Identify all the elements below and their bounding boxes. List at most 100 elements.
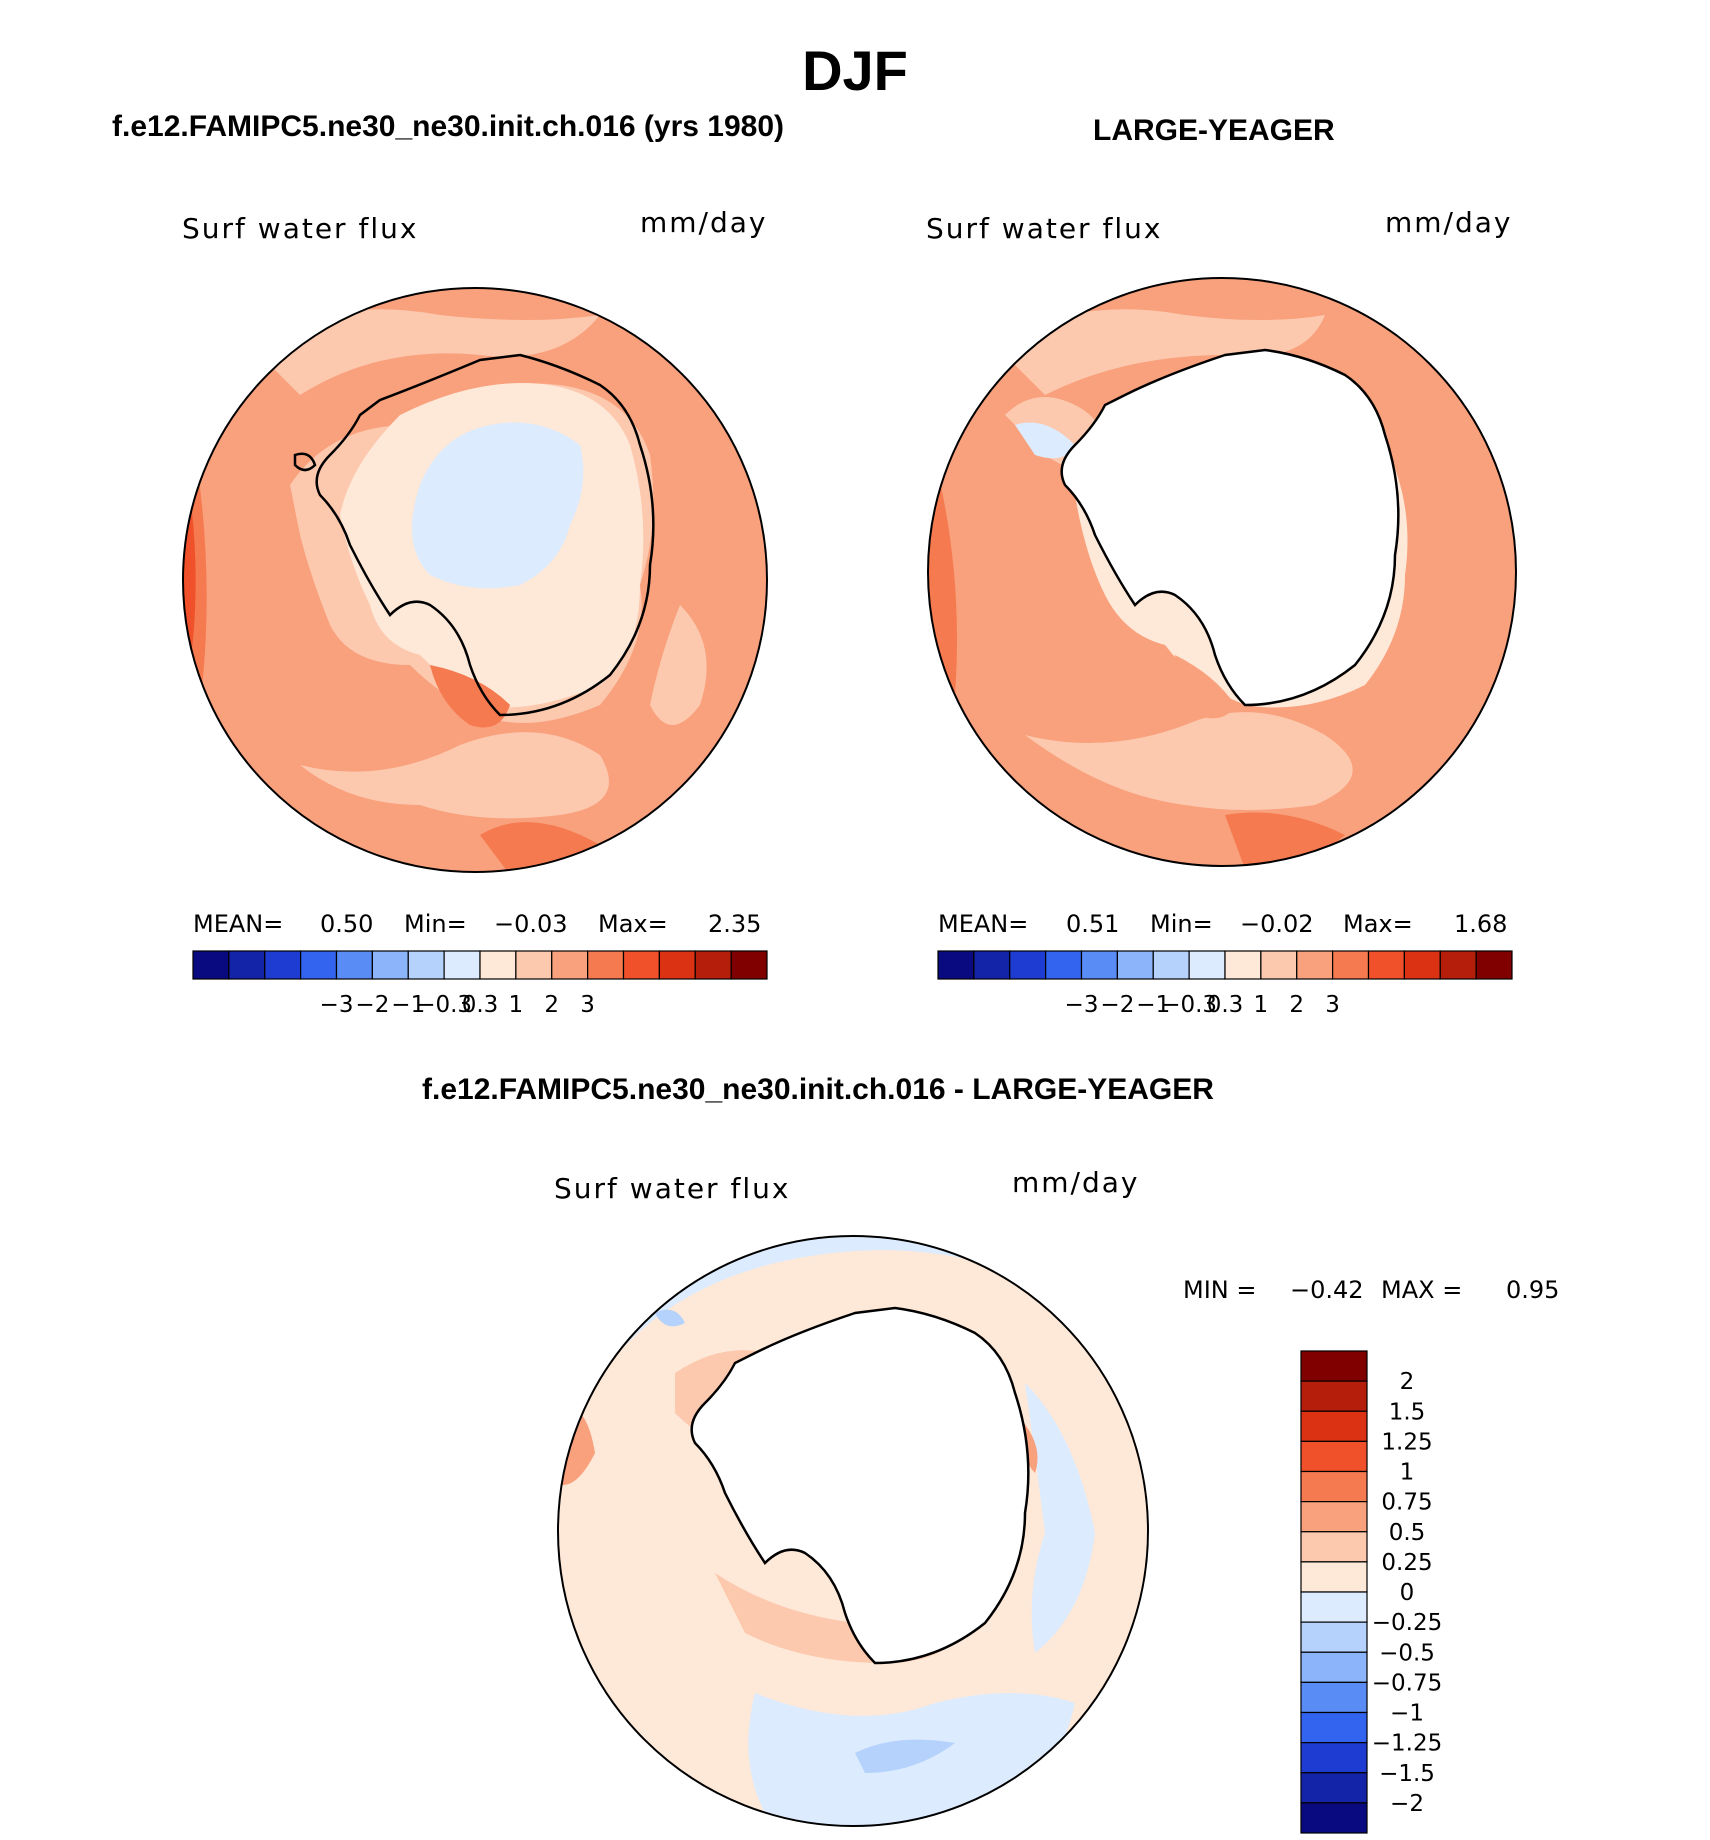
colorbar-tick-label: 0.75 xyxy=(1381,1490,1432,1516)
panel1-variable-label: Surf water flux xyxy=(182,212,419,245)
panel1-max-label: Max= xyxy=(598,910,668,938)
colorbar-tick-label: −2 xyxy=(355,992,389,1018)
colorbar-swatch xyxy=(1475,950,1513,980)
colorbar-swatch xyxy=(1224,950,1262,980)
panel2-colorbar: −3 −2 −1−0.30.3 1 2 3 xyxy=(937,950,1513,1018)
panel3-map-border xyxy=(557,1235,1149,1827)
panel2-map-border xyxy=(927,277,1517,867)
panel3-east-negative-zone xyxy=(1025,1383,1095,1653)
colorbar-swatch xyxy=(622,950,660,980)
panel2-antarctica-coastline xyxy=(1060,348,1400,707)
colorbar-swatch xyxy=(1332,950,1370,980)
colorbar-swatch xyxy=(658,950,696,980)
colorbar-tick-label: 1.25 xyxy=(1381,1429,1432,1455)
panel2-max-label: Max= xyxy=(1343,910,1413,938)
panel1-min-label: Min= xyxy=(404,910,467,938)
panel2-mean-label: MEAN= xyxy=(938,910,1029,938)
colorbar-swatch xyxy=(1300,1711,1368,1744)
panel3-max-label: MAX = xyxy=(1381,1276,1463,1304)
panel1-title: f.e12.FAMIPC5.ne30_ne30.init.ch.016 (yrs… xyxy=(112,110,784,143)
colorbar-swatch xyxy=(1300,1470,1368,1503)
colorbar-swatch xyxy=(443,950,481,980)
colorbar-tick-label: 1 xyxy=(1400,1460,1415,1486)
colorbar-swatch xyxy=(1367,950,1405,980)
colorbar-swatch xyxy=(1188,950,1226,980)
panel2-title: LARGE-YEAGER xyxy=(1093,114,1335,147)
colorbar-tick-label: −1.25 xyxy=(1372,1731,1442,1757)
colorbar-swatch xyxy=(1045,950,1083,980)
colorbar-tick-label: 1 xyxy=(509,992,524,1018)
colorbar-tick-label: 0.5 xyxy=(1389,1520,1426,1546)
colorbar-tick-label: −2 xyxy=(1100,992,1134,1018)
colorbar-swatch xyxy=(1300,1440,1368,1473)
panel1-mean-value: 0.50 xyxy=(320,910,374,938)
colorbar-swatch xyxy=(973,950,1011,980)
colorbar-swatch xyxy=(264,950,302,980)
colorbar-swatch xyxy=(1300,1380,1368,1412)
colorbar-swatch xyxy=(730,950,768,980)
colorbar-swatch xyxy=(1152,950,1190,980)
panel1-mean-label: MEAN= xyxy=(193,910,284,938)
colorbar-swatch xyxy=(1300,1772,1368,1804)
panel2-units-label: mm/day xyxy=(1385,206,1513,239)
colorbar-swatch xyxy=(479,950,517,980)
colorbar-swatch xyxy=(1300,1591,1368,1623)
colorbar-swatch xyxy=(1116,950,1154,980)
colorbar-swatch xyxy=(694,950,732,980)
colorbar-tick-label: 0 xyxy=(1400,1580,1415,1606)
colorbar-tick-label: −1 xyxy=(1390,1701,1424,1727)
panel1-max-value: 2.35 xyxy=(708,910,762,938)
panel3-polar-map xyxy=(557,1235,1149,1827)
colorbar-swatch xyxy=(1300,1531,1368,1563)
panel1-min-value: −0.03 xyxy=(494,910,568,938)
colorbar-swatch xyxy=(1300,1410,1368,1442)
panel3-north-negative-zone xyxy=(558,1236,1148,1433)
colorbar-tick-label: 3 xyxy=(580,992,595,1018)
colorbar-tick-label: −3 xyxy=(320,992,354,1018)
colorbar-swatch xyxy=(228,950,266,980)
panel1-polar-map xyxy=(182,287,768,873)
colorbar-tick-label: 3 xyxy=(1325,992,1340,1018)
colorbar-tick-label: −2 xyxy=(1390,1791,1424,1817)
colorbar-swatch xyxy=(1260,950,1298,980)
colorbar-tick-label: 1 xyxy=(1254,992,1269,1018)
figure-title: DJF xyxy=(802,39,908,102)
panel1-antarctica-negative-zone xyxy=(412,422,584,589)
colorbar-swatch xyxy=(587,950,625,980)
colorbar-swatch xyxy=(1296,950,1334,980)
panel2-polar-map xyxy=(927,277,1517,867)
colorbar-swatch xyxy=(937,950,975,980)
colorbar-tick-label: −3 xyxy=(1065,992,1099,1018)
panel1-antarctica-coastline xyxy=(315,353,655,717)
panel3-antarctica-coastline xyxy=(690,1306,1030,1665)
colorbar-swatch xyxy=(515,950,553,980)
panel1-map-border xyxy=(182,287,768,873)
panel2-min-value: −0.02 xyxy=(1240,910,1314,938)
colorbar-swatch xyxy=(551,950,589,980)
colorbar-tick-label: −1.5 xyxy=(1379,1761,1435,1787)
colorbar-swatch xyxy=(1300,1742,1368,1774)
colorbar-tick-label: −0.75 xyxy=(1372,1670,1442,1696)
colorbar-swatch xyxy=(1300,1802,1368,1834)
colorbar-swatch xyxy=(1300,1561,1368,1593)
colorbar-swatch xyxy=(300,950,338,980)
colorbar-swatch xyxy=(1300,1651,1368,1683)
colorbar-swatch xyxy=(1009,950,1047,980)
panel3-min-label: MIN = xyxy=(1183,1276,1257,1304)
panel3-min-value: −0.42 xyxy=(1290,1276,1364,1304)
colorbar-swatch xyxy=(1300,1350,1368,1382)
colorbar-tick-label: −0.25 xyxy=(1372,1610,1442,1636)
colorbar-swatch xyxy=(1300,1501,1368,1533)
panel3-colorbar: 2 1.5 1.25 1 0.75 0.5 0.25 0 −0.25 −0.5 −0.75 −1 −1.… xyxy=(1300,1350,1442,1834)
panel2-variable-label: Surf water flux xyxy=(926,212,1163,245)
colorbar-tick-label: −0.3 xyxy=(416,992,472,1018)
panel1-units-label: mm/day xyxy=(640,206,768,239)
colorbar-swatch xyxy=(371,950,409,980)
colorbar-swatch xyxy=(192,950,230,980)
colorbar-tick-label: −1 xyxy=(391,992,425,1018)
colorbar-tick-label: −0.5 xyxy=(1379,1640,1435,1666)
colorbar-tick-label: −0.3 xyxy=(1161,992,1217,1018)
panel3-variable-label: Surf water flux xyxy=(554,1172,791,1205)
panel3-max-value: 0.95 xyxy=(1506,1276,1560,1304)
colorbar-tick-label: 2 xyxy=(544,992,559,1018)
